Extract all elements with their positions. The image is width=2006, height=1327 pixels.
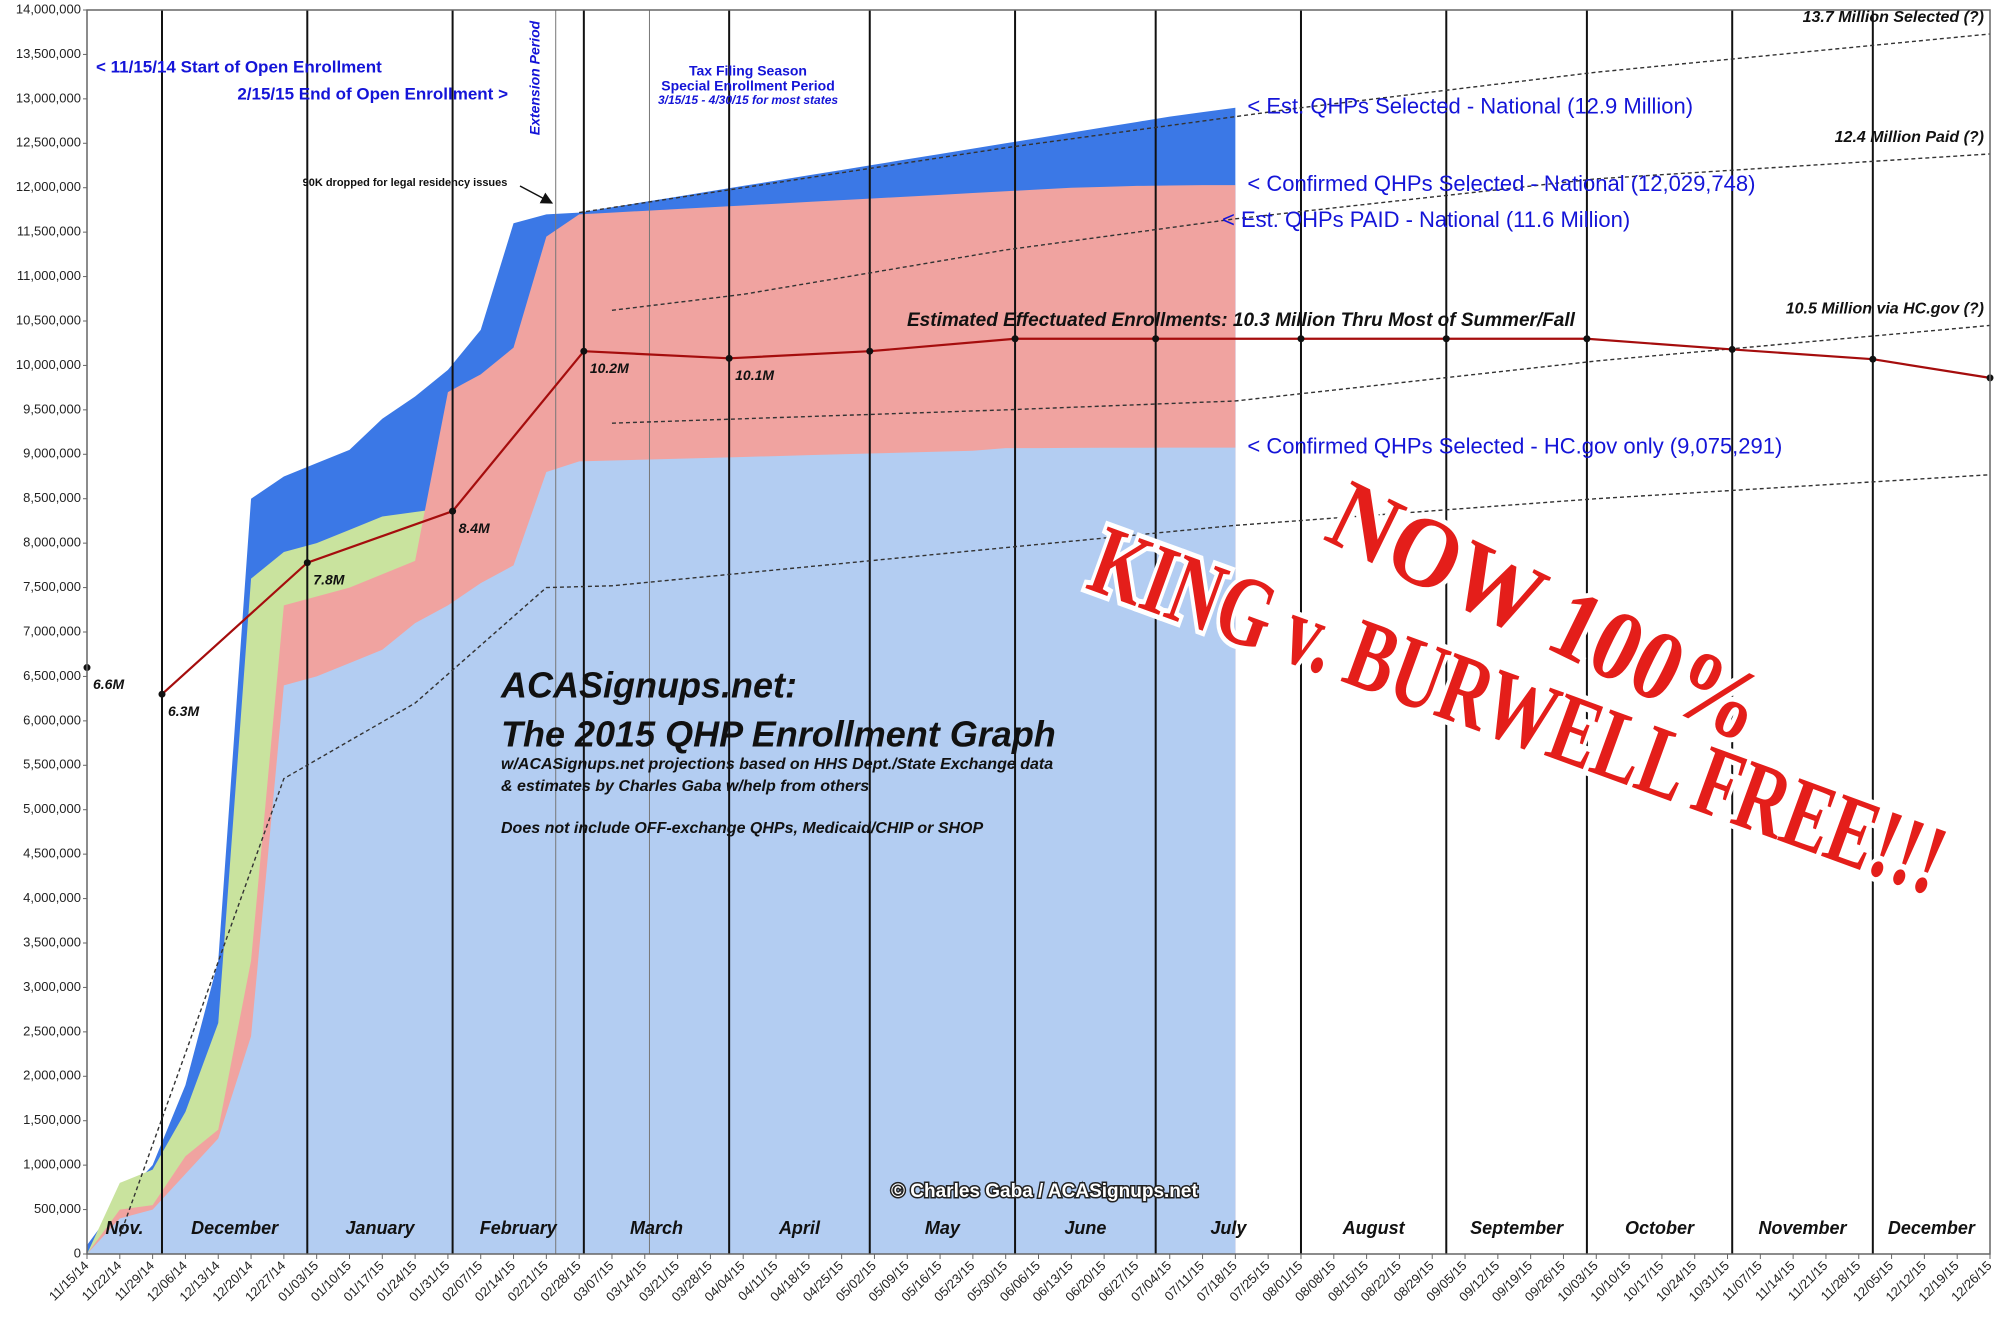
value-label: 10.1M [735, 367, 774, 383]
areas [87, 107, 1236, 1255]
month-label: July [1210, 1218, 1247, 1238]
marker [158, 690, 166, 698]
plot-frame [86, 9, 1991, 1255]
projection-line [611, 153, 1991, 312]
marker [1583, 335, 1591, 343]
projection-line [119, 474, 1991, 1237]
y-tick-label: 3,000,000 [23, 979, 81, 994]
y-tick-label: 11,000,000 [17, 268, 81, 283]
arrow [519, 185, 554, 204]
y-tick-label: 8,500,000 [23, 490, 81, 505]
annotation: & estimates by Charles Gaba w/help from … [501, 778, 869, 795]
line-label: Estimated Effectuated Enrollments: 10.3 … [907, 310, 1576, 331]
month-label: February [480, 1218, 558, 1238]
month-label: March [630, 1218, 683, 1238]
y-tick-label: 9,000,000 [23, 446, 81, 461]
y-tick-label: 4,000,000 [23, 890, 81, 905]
annotation: Extension Period [527, 20, 543, 135]
projection-line [579, 33, 1991, 214]
marker [1442, 335, 1450, 343]
y-tick-label: 7,500,000 [23, 579, 81, 594]
y-tick-label: 6,500,000 [23, 668, 81, 683]
y-tick-label: 3,500,000 [23, 934, 81, 949]
annotation: Tax Filing Season [689, 63, 807, 79]
y-tick-label: 12,000,000 [16, 179, 81, 194]
area-label: < Confirmed QHPs Selected - HC.gov only … [1247, 433, 1782, 458]
marker [449, 507, 457, 515]
y-tick-label: 5,000,000 [23, 801, 81, 816]
y-tick-label: 8,000,000 [23, 535, 81, 550]
y-tick-label: 1,000,000 [23, 1157, 81, 1172]
marker [1152, 335, 1160, 343]
month-lines [160, 10, 1874, 1254]
month-label: January [345, 1218, 415, 1238]
y-tick-label: 5,500,000 [23, 757, 81, 772]
y-tick-label: 12,500,000 [16, 135, 81, 150]
marker [1297, 335, 1305, 343]
annotation: < 11/15/14 Start of Open Enrollment [96, 57, 382, 76]
annotation: Special Enrollment Period [661, 78, 835, 94]
y-tick-label: 500,000 [34, 1201, 81, 1216]
area [87, 447, 1236, 1254]
month-label: May [925, 1218, 961, 1238]
annotation: ACASignups.net: [500, 665, 797, 706]
annotation: Does not include OFF-exchange QHPs, Medi… [501, 820, 983, 837]
y-tick-label: 14,000,000 [16, 1, 81, 16]
y-tick-label: 1,500,000 [23, 1112, 81, 1127]
y-tick-label: 2,500,000 [23, 1023, 81, 1038]
month-label: November [1758, 1218, 1847, 1238]
effectuated-line [161, 337, 1991, 696]
annotation: 2/15/15 End of Open Enrollment > [237, 84, 508, 103]
month-label: September [1470, 1218, 1564, 1238]
annotation: w/ACASignups.net projections based on HH… [501, 756, 1053, 773]
month-label: October [1625, 1218, 1695, 1238]
marker [1011, 335, 1019, 343]
projection-label: 13.7 Million Selected (?) [1803, 9, 1984, 26]
y-tick-label: 7,000,000 [23, 623, 81, 638]
y-tick-label: 11,500,000 [17, 224, 81, 239]
month-label: Nov. [105, 1218, 143, 1238]
y-tick-label: 0 [74, 1245, 81, 1260]
projection-line [611, 324, 1991, 424]
y-tick-label: 4,500,000 [23, 846, 81, 861]
area-label: < Est. QHPs Selected - National (12.9 Mi… [1247, 94, 1693, 119]
month-label: December [1888, 1218, 1976, 1238]
y-tick-label: 13,500,000 [16, 46, 81, 61]
value-label: 6.3M [168, 703, 199, 719]
month-label: June [1064, 1218, 1106, 1238]
annotation: 90K dropped for legal residency issues [303, 177, 508, 189]
y-tick-label: 10,000,000 [16, 357, 81, 372]
month-label: April [778, 1218, 821, 1238]
y-tick-label: 9,500,000 [23, 401, 81, 416]
marker [303, 559, 311, 567]
projection-label: 12.4 Million Paid (?) [1835, 129, 1984, 146]
y-tick-label: 6,000,000 [23, 712, 81, 727]
value-label: 7.8M [313, 571, 344, 587]
lines [83, 33, 1994, 1237]
month-label: December [191, 1218, 279, 1238]
value-label: 10.2M [590, 360, 629, 376]
marker [1869, 355, 1877, 363]
annotation: The 2015 QHP Enrollment Graph [501, 714, 1056, 755]
annotation: < Est. QHPs PAID - National (11.6 Millio… [1222, 207, 1630, 232]
value-label: 8.4M [459, 520, 490, 536]
marker [580, 347, 588, 355]
y-tick-label: 2,000,000 [23, 1068, 81, 1083]
marker [866, 347, 874, 355]
projection-label: 10.5 Million via HC.gov (?) [1786, 301, 1984, 318]
annotation: © Charles Gaba / ACASignups.net [891, 1181, 1198, 1202]
marker [1728, 345, 1736, 353]
y-tick-label: 10,500,000 [16, 312, 81, 327]
marker [725, 354, 733, 362]
y-tick-label: 13,000,000 [16, 90, 81, 105]
month-label: August [1342, 1218, 1406, 1238]
area-label: < Confirmed QHPs Selected - National (12… [1247, 171, 1755, 196]
annotation: 3/15/15 - 4/30/15 for most states [658, 93, 838, 107]
value-label: 6.6M [93, 676, 124, 692]
